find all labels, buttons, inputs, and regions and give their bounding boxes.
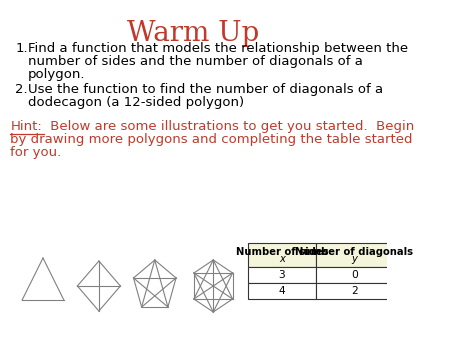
Text: Below are some illustrations to get you started.  Begin: Below are some illustrations to get you … (45, 120, 414, 133)
Bar (248, 243, 316, 267)
Text: Number of diagonals: Number of diagonals (295, 247, 413, 257)
Text: 1.: 1. (15, 42, 28, 55)
Bar (316, 283, 392, 299)
Bar (248, 267, 316, 283)
Text: 4: 4 (279, 286, 285, 296)
Text: number of sides and the number of diagonals of a: number of sides and the number of diagon… (27, 55, 362, 68)
Bar (316, 267, 392, 283)
Text: Find a function that models the relationship between the: Find a function that models the relation… (27, 42, 408, 55)
Text: Hint:: Hint: (10, 120, 42, 133)
Text: 2: 2 (351, 286, 358, 296)
Bar (248, 283, 316, 299)
Text: dodecagon (a 12-sided polygon): dodecagon (a 12-sided polygon) (27, 96, 243, 109)
Text: 2.: 2. (15, 83, 28, 96)
Text: for you.: for you. (10, 146, 62, 159)
Text: y: y (351, 254, 357, 264)
Text: 0: 0 (351, 270, 358, 280)
Text: Use the function to find the number of diagonals of a: Use the function to find the number of d… (27, 83, 382, 96)
Text: x: x (279, 254, 285, 264)
Bar (316, 243, 392, 267)
Text: Warm Up: Warm Up (127, 20, 260, 47)
Text: 3: 3 (279, 270, 285, 280)
Text: polygon.: polygon. (27, 68, 85, 81)
Text: by drawing more polygons and completing the table started: by drawing more polygons and completing … (10, 133, 413, 146)
Text: Number of sides: Number of sides (236, 247, 328, 257)
